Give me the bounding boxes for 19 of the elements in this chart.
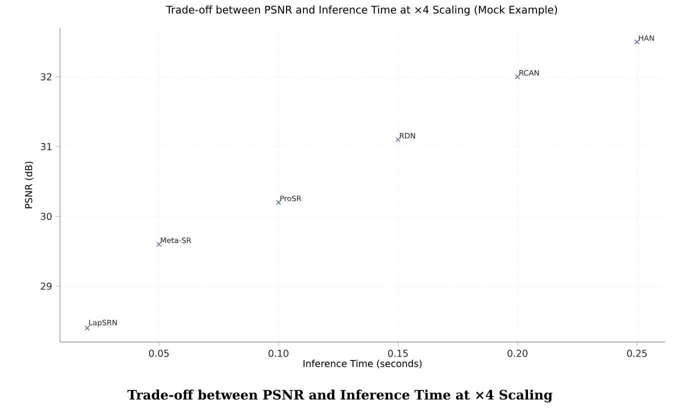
point	[395, 137, 401, 142]
point	[156, 242, 162, 247]
point	[276, 200, 282, 205]
chart-title: Trade-off between PSNR and Inference Time at ×4 Scaling (Mock Example)	[166, 6, 558, 16]
x-tick-label: 0.05	[149, 350, 169, 357]
point	[634, 39, 640, 44]
x-tick-label: 0.20	[508, 350, 528, 357]
point	[84, 326, 90, 331]
x-tick-label: 0.25	[627, 350, 647, 357]
y-tick-label: 31	[40, 143, 52, 150]
x-tick-label: 0.15	[388, 350, 408, 357]
x-axis-title: Inference Time (seconds)	[304, 360, 422, 368]
y-tick-label: 29	[40, 282, 52, 290]
y-axis-title: PSNR (dB)	[24, 162, 34, 208]
y-tick-label: 30	[40, 212, 52, 220]
x-tick-label: 0.10	[268, 350, 288, 357]
text: Trade-off between PSNR and Inference Time at ×4 Scaling	[127, 390, 552, 402]
y-tick-label: 32	[40, 73, 52, 80]
point	[515, 74, 520, 80]
